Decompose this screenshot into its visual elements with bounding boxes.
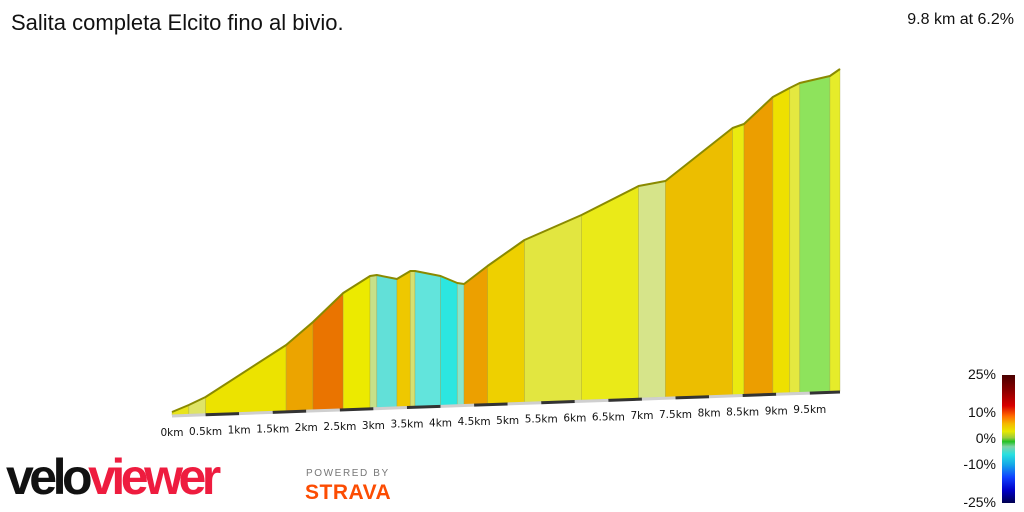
legend-label-neg25: -25% bbox=[963, 494, 996, 510]
x-tick-label: 6.5km bbox=[592, 411, 625, 423]
x-tick-label: 4.5km bbox=[458, 416, 491, 428]
gradient-segment bbox=[638, 180, 666, 399]
x-tick-label: 6km bbox=[563, 413, 586, 425]
gradient-segment bbox=[487, 239, 525, 405]
gradient-segment bbox=[524, 214, 582, 403]
gradient-segment bbox=[369, 274, 378, 409]
x-tick-label: 8km bbox=[698, 408, 721, 420]
gradient-segment bbox=[188, 396, 206, 415]
x-tick-label: 9km bbox=[765, 405, 788, 417]
legend-label-neg10: -10% bbox=[963, 456, 996, 472]
x-tick-label: 1.5km bbox=[256, 423, 289, 435]
x-tick-label: 9.5km bbox=[793, 404, 826, 416]
gradient-segment bbox=[581, 185, 639, 401]
x-tick-label: 8.5km bbox=[726, 406, 759, 418]
x-tick-label: 7.5km bbox=[659, 409, 692, 421]
gradient-segment bbox=[456, 282, 465, 406]
gradient-segment bbox=[414, 270, 441, 407]
legend-label-25: 25% bbox=[967, 366, 996, 382]
gradient-segment bbox=[342, 275, 371, 410]
legend-label-0: 0% bbox=[975, 430, 996, 446]
gradient-segment bbox=[772, 87, 791, 394]
x-tick-label: 2km bbox=[295, 422, 318, 434]
gradient-segments bbox=[171, 68, 841, 416]
gradient-segment bbox=[799, 75, 831, 393]
logo-velo-text: velo bbox=[6, 449, 93, 505]
gradient-segment bbox=[789, 82, 801, 394]
x-tick-label: 7km bbox=[630, 410, 653, 422]
profile-ridge-line bbox=[171, 68, 841, 413]
gradient-segment bbox=[409, 270, 416, 407]
gradient-segment bbox=[440, 275, 458, 406]
logo-viewer-text: viewer bbox=[88, 449, 221, 505]
gradient-segment bbox=[396, 270, 411, 408]
page-title: Salita completa Elcito fino al bivio. bbox=[11, 10, 344, 35]
distance-axis bbox=[171, 390, 841, 418]
veloviewer-logo[interactable]: veloviewer bbox=[6, 449, 221, 505]
gradient-segment bbox=[829, 68, 841, 392]
x-tick-label: 3.5km bbox=[390, 419, 423, 431]
gradient-segment bbox=[463, 265, 488, 405]
x-tick-label: 0.5km bbox=[189, 426, 222, 438]
x-axis-tick-labels: 0km 0.5km 1km 1.5km 2km 2.5km 3km 3.5km 4km 4.5km… bbox=[161, 404, 827, 439]
strava-logo[interactable]: STRAVA bbox=[305, 481, 392, 504]
gradient-segment bbox=[743, 96, 774, 395]
climb-summary: 9.8 km at 6.2% bbox=[907, 11, 1014, 28]
x-tick-label: 1km bbox=[228, 425, 251, 437]
gradient-segment bbox=[205, 344, 287, 415]
x-tick-label: 3km bbox=[362, 420, 385, 432]
x-tick-label: 4km bbox=[429, 417, 452, 429]
x-tick-label: 5.5km bbox=[525, 414, 558, 426]
gradient-segment bbox=[732, 123, 745, 396]
x-tick-label: 0km bbox=[161, 427, 184, 439]
gradient-segment bbox=[285, 321, 314, 412]
powered-by-label: POWERED BY bbox=[306, 468, 390, 479]
x-tick-label: 2.5km bbox=[323, 421, 356, 433]
x-tick-label: 5km bbox=[496, 415, 519, 427]
gradient-segment bbox=[376, 274, 398, 409]
gradient-color-scale bbox=[1002, 375, 1015, 503]
legend-label-10: 10% bbox=[967, 404, 996, 420]
gradient-segment bbox=[312, 292, 344, 411]
gradient-segment bbox=[665, 127, 733, 398]
